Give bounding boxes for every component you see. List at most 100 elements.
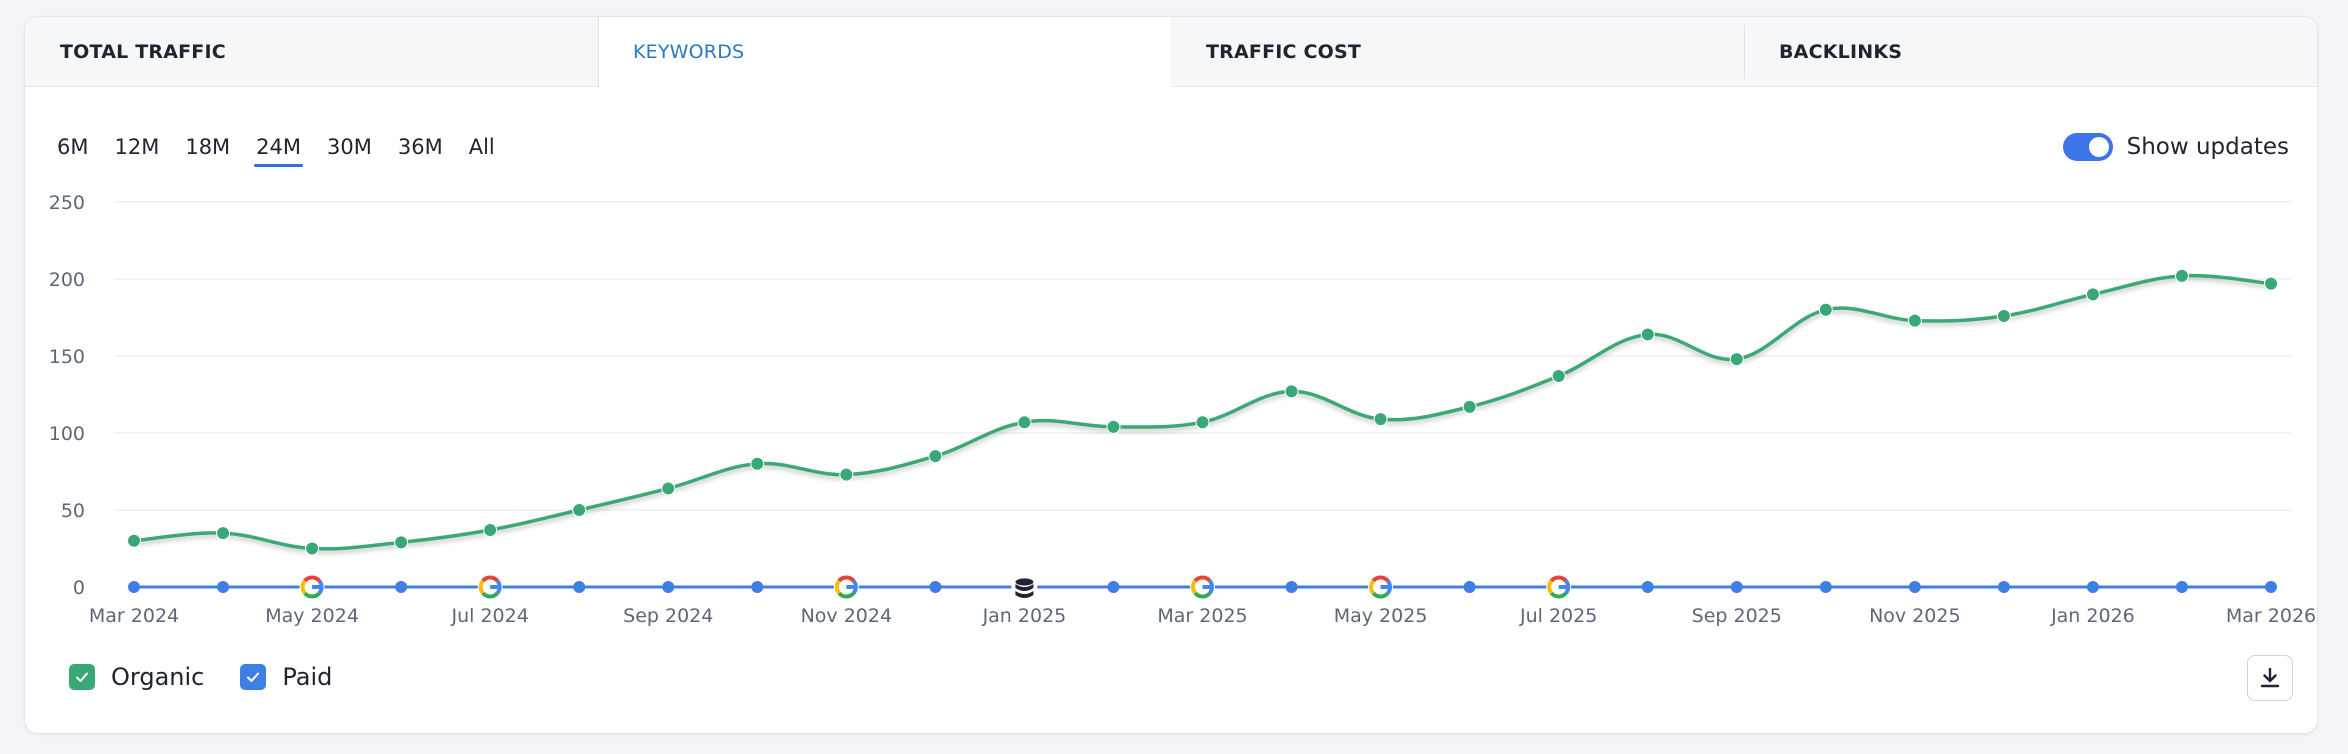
data-point-organic <box>928 449 943 464</box>
period-selector: 6M 12M 18M 24M 30M 36M All <box>55 135 497 167</box>
google-icon-arc <box>837 575 856 583</box>
google-icon <box>299 574 325 600</box>
x-tick-label: Mar 2024 <box>89 605 179 627</box>
database-icon <box>1011 574 1038 600</box>
x-tick-label: Mar 2026 <box>2226 605 2316 627</box>
period-30m[interactable]: 30M <box>327 135 372 159</box>
period-36m[interactable]: 36M <box>397 135 443 159</box>
google-icon-arc <box>1549 575 1568 583</box>
data-point-paid <box>1819 581 1832 593</box>
data-point-paid <box>662 581 675 593</box>
google-icon-arc <box>1547 579 1554 595</box>
tab-label: TOTAL TRAFFIC <box>60 40 226 63</box>
data-point-organic <box>127 533 141 548</box>
data-point-organic <box>305 541 320 556</box>
x-tick-label: May 2025 <box>1334 605 1428 627</box>
download-button[interactable] <box>2247 655 2293 701</box>
x-tick-label: Nov 2024 <box>801 605 892 627</box>
chart-legend: Organic Paid <box>69 663 332 691</box>
data-point-organic <box>1284 384 1299 399</box>
x-tick-label: Sep 2025 <box>1692 605 1782 627</box>
tab-label: KEYWORDS <box>633 40 745 63</box>
show-updates-label: Show updates <box>2126 134 2289 160</box>
data-point-paid <box>573 581 586 593</box>
period-12m[interactable]: 12M <box>114 135 160 159</box>
y-tick-label: 150 <box>49 346 85 368</box>
google-icon-arc <box>303 591 321 599</box>
show-updates-control: Show updates <box>2062 133 2289 161</box>
data-point-organic <box>2085 287 2100 302</box>
metric-tabs: TOTAL TRAFFIC KEYWORDS TRAFFIC COST BACK… <box>25 17 2317 87</box>
x-tick-label: Mar 2025 <box>1157 605 1247 627</box>
database-icon-mid <box>1015 584 1034 591</box>
google-icon-bar <box>312 585 324 589</box>
data-point-paid <box>1285 581 1298 593</box>
google-icon-arc <box>1371 591 1390 599</box>
tab-label: BACKLINKS <box>1779 40 1903 63</box>
google-icon-arc <box>1193 591 1212 599</box>
toggle-knob <box>2088 137 2109 157</box>
y-tick-label: 50 <box>61 500 85 522</box>
google-icon-arc <box>1371 575 1390 583</box>
x-tick-label: Jan 2025 <box>982 605 1067 627</box>
paid-checkbox[interactable] <box>240 664 267 690</box>
data-point-organic <box>1818 302 1833 317</box>
period-6m[interactable]: 6M <box>57 135 89 159</box>
tab-traffic-cost[interactable]: TRAFFIC COST <box>1171 17 1744 87</box>
legend-organic[interactable]: Organic <box>69 663 204 691</box>
data-point-paid <box>2086 581 2099 593</box>
data-point-organic <box>1907 313 1922 328</box>
data-point-organic <box>394 535 409 550</box>
data-point-organic <box>661 481 676 496</box>
google-icon <box>477 574 503 600</box>
data-point-paid <box>128 581 140 593</box>
google-icon-bar <box>490 585 502 589</box>
data-point-organic <box>1462 399 1477 414</box>
x-tick-label: Jul 2025 <box>1519 605 1597 627</box>
tab-backlinks[interactable]: BACKLINKS <box>1744 17 2317 87</box>
data-point-organic <box>216 526 231 541</box>
google-icon-arc <box>300 579 307 595</box>
google-icon <box>1546 574 1572 600</box>
google-icon-arc <box>478 579 485 595</box>
data-point-paid <box>1107 581 1120 593</box>
check-icon <box>247 672 260 682</box>
tab-label: TRAFFIC COST <box>1206 40 1362 63</box>
data-point-paid <box>1463 581 1476 593</box>
period-18m[interactable]: 18M <box>185 135 231 159</box>
period-all[interactable]: All <box>468 135 495 159</box>
y-tick-label: 250 <box>49 192 85 214</box>
show-updates-toggle[interactable] <box>2062 133 2113 161</box>
data-point-organic <box>572 503 587 517</box>
data-point-paid <box>2265 581 2277 593</box>
legend-paid[interactable]: Paid <box>240 663 332 691</box>
google-icon-bar <box>1558 585 1570 589</box>
legend-paid-label: Paid <box>282 663 333 691</box>
database-icon-bottom <box>1015 591 1034 598</box>
google-icon-arc <box>481 575 499 583</box>
y-tick-label: 200 <box>49 269 85 291</box>
tab-total-traffic[interactable]: TOTAL TRAFFIC <box>25 17 598 87</box>
google-icon-arc <box>1369 579 1375 595</box>
google-icon <box>833 574 859 600</box>
google-icon-arc <box>1191 579 1197 595</box>
database-icon-top <box>1015 578 1034 586</box>
google-icon <box>1368 574 1394 600</box>
organic-checkbox[interactable] <box>69 664 95 690</box>
google-icon-arc <box>1193 575 1212 583</box>
keywords-line-chart: 0 50 100 150 200 250 Mar 2024 May 2024 Jul 2024 S… <box>49 192 2316 627</box>
data-point-paid <box>1641 581 1654 593</box>
data-point-organic <box>1373 412 1388 427</box>
data-point-organic <box>2174 268 2189 283</box>
data-point-paid <box>1997 581 2010 593</box>
data-point-paid <box>751 581 764 593</box>
period-24m[interactable]: 24M <box>254 135 303 167</box>
data-point-organic <box>1640 327 1655 342</box>
data-point-organic <box>1996 308 2011 323</box>
y-tick-label: 100 <box>49 423 85 445</box>
google-icon-arc <box>303 575 321 583</box>
tab-keywords[interactable]: KEYWORDS <box>598 17 1171 87</box>
data-point-organic <box>1195 415 1210 430</box>
data-point-paid <box>2175 581 2188 593</box>
google-icon-arc <box>481 591 499 599</box>
